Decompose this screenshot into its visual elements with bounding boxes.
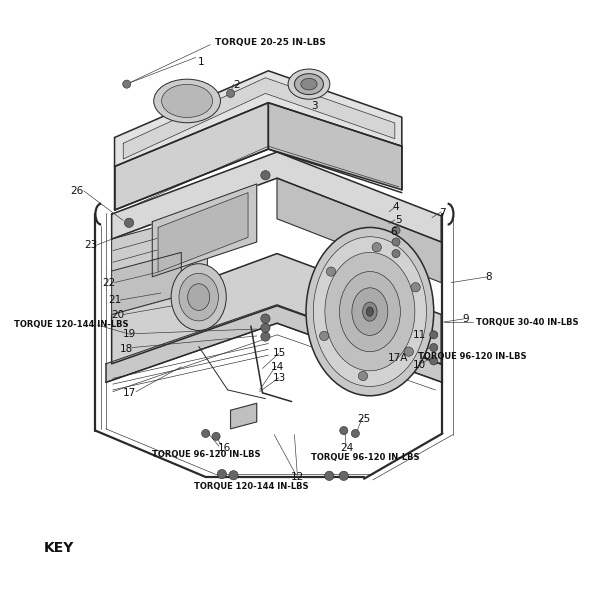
Text: TORQUE 96-120 IN-LBS: TORQUE 96-120 IN-LBS	[311, 454, 419, 463]
Polygon shape	[115, 71, 402, 167]
Circle shape	[352, 430, 359, 437]
Circle shape	[261, 314, 270, 323]
Text: 26: 26	[70, 186, 83, 196]
Circle shape	[122, 80, 131, 88]
Text: TORQUE 96-120 IN-LBS: TORQUE 96-120 IN-LBS	[418, 352, 527, 361]
Text: 16: 16	[218, 443, 232, 453]
Ellipse shape	[154, 79, 220, 123]
Text: 20: 20	[111, 310, 124, 320]
Text: 12: 12	[291, 472, 304, 482]
Ellipse shape	[288, 69, 330, 99]
Text: 9: 9	[463, 314, 469, 323]
Ellipse shape	[362, 302, 377, 321]
Circle shape	[411, 283, 420, 292]
Ellipse shape	[295, 74, 323, 95]
Circle shape	[339, 471, 349, 481]
Text: 5: 5	[395, 215, 402, 225]
Circle shape	[430, 357, 438, 365]
Text: TORQUE 20-25 IN-LBS: TORQUE 20-25 IN-LBS	[215, 38, 326, 47]
Text: 25: 25	[358, 414, 371, 424]
Polygon shape	[268, 103, 402, 190]
Ellipse shape	[161, 85, 212, 118]
Polygon shape	[112, 213, 208, 314]
Circle shape	[229, 470, 238, 480]
Circle shape	[261, 332, 270, 341]
Text: 8: 8	[485, 272, 492, 282]
Polygon shape	[123, 78, 395, 159]
Circle shape	[217, 469, 227, 479]
Circle shape	[124, 218, 134, 227]
Text: TORQUE 120-144 IN-LBS: TORQUE 120-144 IN-LBS	[194, 482, 308, 491]
Circle shape	[261, 170, 270, 180]
Text: 13: 13	[274, 373, 287, 383]
Text: 23: 23	[85, 240, 98, 250]
Text: 18: 18	[119, 344, 133, 355]
Circle shape	[392, 250, 400, 257]
Polygon shape	[230, 403, 257, 429]
Polygon shape	[158, 193, 248, 272]
Ellipse shape	[340, 272, 400, 352]
Text: 10: 10	[413, 360, 426, 370]
Text: 6: 6	[390, 227, 397, 236]
Text: 21: 21	[108, 295, 121, 305]
Ellipse shape	[352, 288, 388, 335]
Circle shape	[326, 267, 335, 276]
Text: TORQUE 96-120 IN-LBS: TORQUE 96-120 IN-LBS	[152, 451, 261, 460]
Circle shape	[358, 371, 368, 380]
Circle shape	[430, 331, 438, 339]
Text: 15: 15	[274, 349, 287, 358]
Text: TORQUE 30-40 IN-LBS: TORQUE 30-40 IN-LBS	[476, 317, 578, 326]
Text: 11: 11	[413, 330, 426, 340]
Text: 17: 17	[122, 388, 136, 398]
Text: KEY: KEY	[44, 541, 74, 556]
Polygon shape	[112, 152, 441, 242]
Circle shape	[392, 226, 400, 235]
Circle shape	[430, 344, 438, 352]
Circle shape	[320, 331, 329, 341]
Circle shape	[372, 242, 382, 252]
Ellipse shape	[301, 79, 317, 90]
Text: 4: 4	[392, 202, 400, 212]
Polygon shape	[115, 103, 268, 210]
Text: 3: 3	[311, 101, 318, 110]
Ellipse shape	[179, 274, 218, 321]
Polygon shape	[106, 305, 442, 382]
Circle shape	[404, 347, 413, 356]
Polygon shape	[112, 253, 181, 314]
Circle shape	[202, 430, 210, 437]
Text: TORQUE 120-144 IN-LBS: TORQUE 120-144 IN-LBS	[14, 320, 128, 329]
Text: 19: 19	[122, 329, 136, 338]
Circle shape	[392, 238, 400, 246]
Polygon shape	[112, 254, 441, 364]
Text: 14: 14	[271, 362, 284, 372]
Ellipse shape	[188, 284, 210, 310]
Circle shape	[340, 427, 348, 434]
Circle shape	[212, 433, 220, 440]
Ellipse shape	[367, 307, 373, 316]
Text: 17A: 17A	[388, 353, 408, 363]
Ellipse shape	[313, 237, 427, 386]
Text: 22: 22	[102, 278, 115, 287]
Circle shape	[227, 89, 235, 97]
Text: 7: 7	[439, 208, 446, 218]
Text: 2: 2	[233, 80, 240, 90]
Ellipse shape	[306, 227, 434, 396]
Circle shape	[261, 323, 270, 332]
Polygon shape	[277, 178, 441, 283]
Polygon shape	[152, 184, 257, 277]
Text: 1: 1	[198, 57, 205, 67]
Ellipse shape	[171, 264, 226, 331]
Ellipse shape	[325, 253, 415, 371]
Circle shape	[325, 471, 334, 481]
Text: 24: 24	[340, 443, 353, 453]
